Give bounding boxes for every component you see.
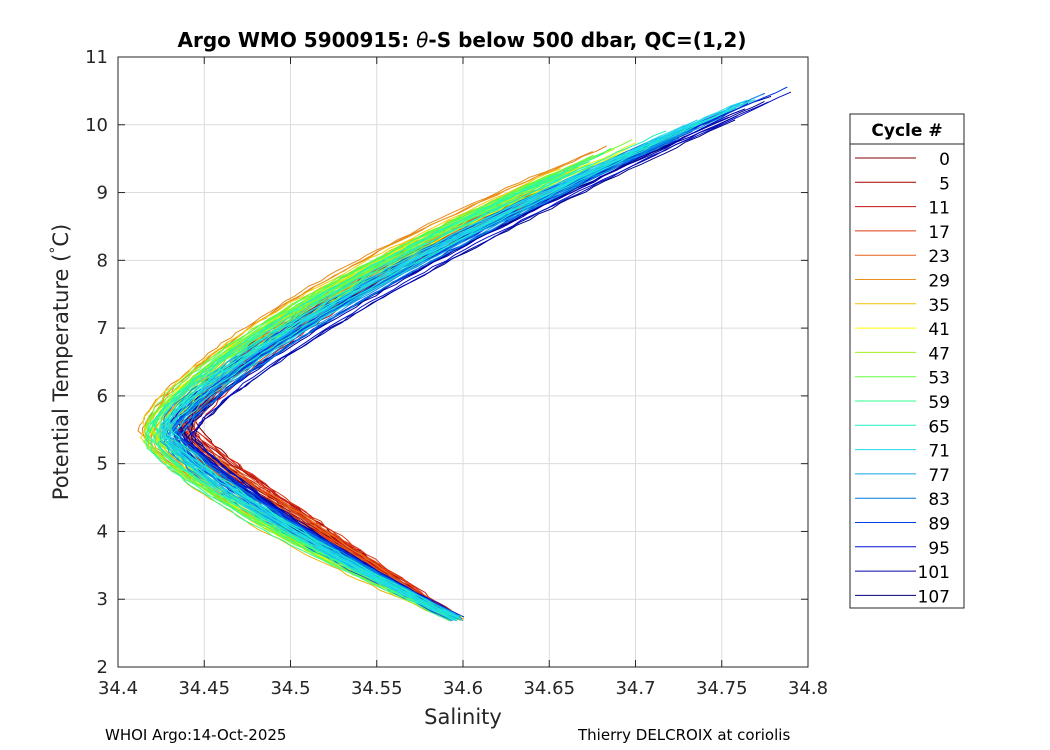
y-tick-label: 4 — [97, 521, 108, 542]
profile-line — [191, 91, 792, 617]
legend-label: 77 — [928, 466, 950, 486]
y-tick-label: 7 — [97, 318, 108, 339]
legend-label: 17 — [928, 223, 950, 243]
profile-line — [145, 170, 568, 619]
legend-label: 107 — [918, 587, 950, 607]
footer-left: WHOI Argo:14-Oct-2025 — [105, 726, 286, 744]
y-tick-label: 9 — [97, 183, 108, 204]
x-axis-label: Salinity — [424, 705, 502, 729]
legend-label: 41 — [928, 320, 950, 340]
legend-label: 47 — [928, 344, 950, 364]
x-tick-label: 34.7 — [615, 678, 655, 699]
profile-line — [147, 163, 588, 621]
legend-label: 95 — [928, 539, 950, 559]
legend-entries: 0 5 11 17 23 29 35 41 47 53 59 65 71 77 83 89 95 101 107 — [855, 150, 950, 607]
x-tick-label: 34.8 — [788, 678, 828, 699]
profile-line — [162, 102, 742, 619]
legend-label: 89 — [928, 515, 950, 535]
x-tick-label: 34.5 — [270, 678, 310, 699]
profile-line — [150, 175, 567, 620]
footer-right: Thierry DELCROIX at coriolis — [577, 726, 790, 744]
y-tick-label: 11 — [85, 47, 108, 68]
profile-line — [152, 130, 667, 617]
profile-line — [160, 124, 685, 621]
legend-label: 29 — [928, 272, 950, 292]
legend-label: 59 — [928, 393, 950, 413]
y-tick-label: 2 — [97, 657, 108, 678]
legend-label: 83 — [928, 490, 950, 510]
profiles — [137, 86, 792, 622]
x-ticks: 34.4 34.45 34.5 34.55 34.6 34.65 34.7 34.75 34.8 — [98, 57, 828, 699]
legend-label: 71 — [928, 442, 950, 462]
profile-line — [183, 115, 738, 620]
legend-label: 23 — [928, 247, 950, 267]
profile-line — [157, 139, 660, 620]
y-tick-label: 8 — [97, 250, 108, 271]
x-tick-label: 34.45 — [178, 678, 230, 699]
legend-label: 101 — [918, 563, 950, 583]
profile-line — [160, 99, 748, 621]
x-tick-label: 34.65 — [523, 678, 575, 699]
legend-label: 53 — [928, 369, 950, 389]
x-tick-label: 34.55 — [351, 678, 403, 699]
x-tick-label: 34.6 — [443, 678, 483, 699]
legend-label: 0 — [939, 150, 950, 170]
legend-label: 5 — [939, 174, 950, 194]
legend-label: 11 — [928, 199, 950, 219]
chart-title: Argo WMO 5900915: θ-S below 500 dbar, QC… — [178, 28, 747, 52]
y-tick-label: 10 — [85, 115, 108, 136]
x-tick-label: 34.4 — [98, 678, 138, 699]
legend-title: Cycle # — [871, 121, 942, 141]
x-tick-label: 34.75 — [696, 678, 748, 699]
legend-box — [849, 113, 965, 609]
legend-label: 65 — [928, 417, 950, 437]
y-ticks: 2 3 4 5 6 7 8 9 10 11 — [85, 47, 808, 678]
y-tick-label: 5 — [97, 454, 108, 475]
y-tick-label: 6 — [97, 386, 108, 407]
y-axis-label: Potential Temperature (°C) — [48, 224, 73, 500]
profile-line — [167, 99, 755, 617]
legend: Cycle # 0 5 11 17 23 29 35 41 47 53 59 65 71 77 83 89 95… — [849, 113, 965, 609]
y-tick-label: 3 — [97, 589, 108, 610]
legend-label: 35 — [928, 296, 950, 316]
